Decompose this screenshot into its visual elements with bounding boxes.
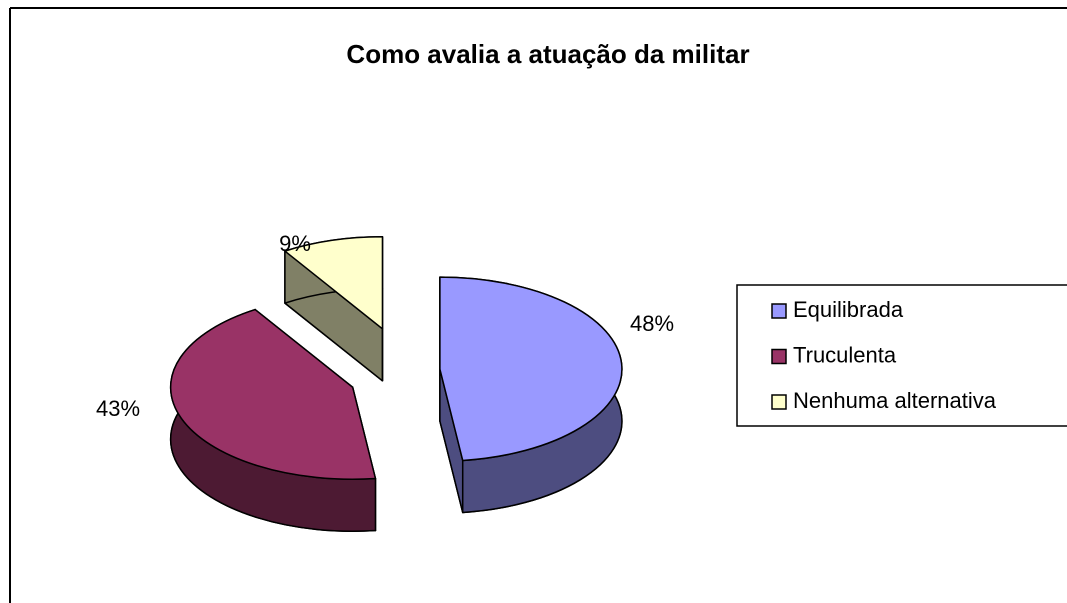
data-label: 43% <box>96 396 140 421</box>
slice <box>284 236 384 330</box>
legend-swatch <box>771 348 787 365</box>
legend-swatch <box>771 303 787 319</box>
data-label: 48% <box>630 311 674 336</box>
legend-swatch <box>771 394 787 410</box>
legend <box>736 284 1067 427</box>
legend-label: Nenhuma alternativa <box>793 388 997 413</box>
chart-title: Como avalia a atuação da militar <box>346 39 749 69</box>
slice <box>439 276 623 462</box>
data-label: 9% <box>279 231 311 256</box>
slice <box>169 308 377 480</box>
legend-label: Truculenta <box>793 342 897 367</box>
legend-label: Equilibrada <box>793 297 904 322</box>
